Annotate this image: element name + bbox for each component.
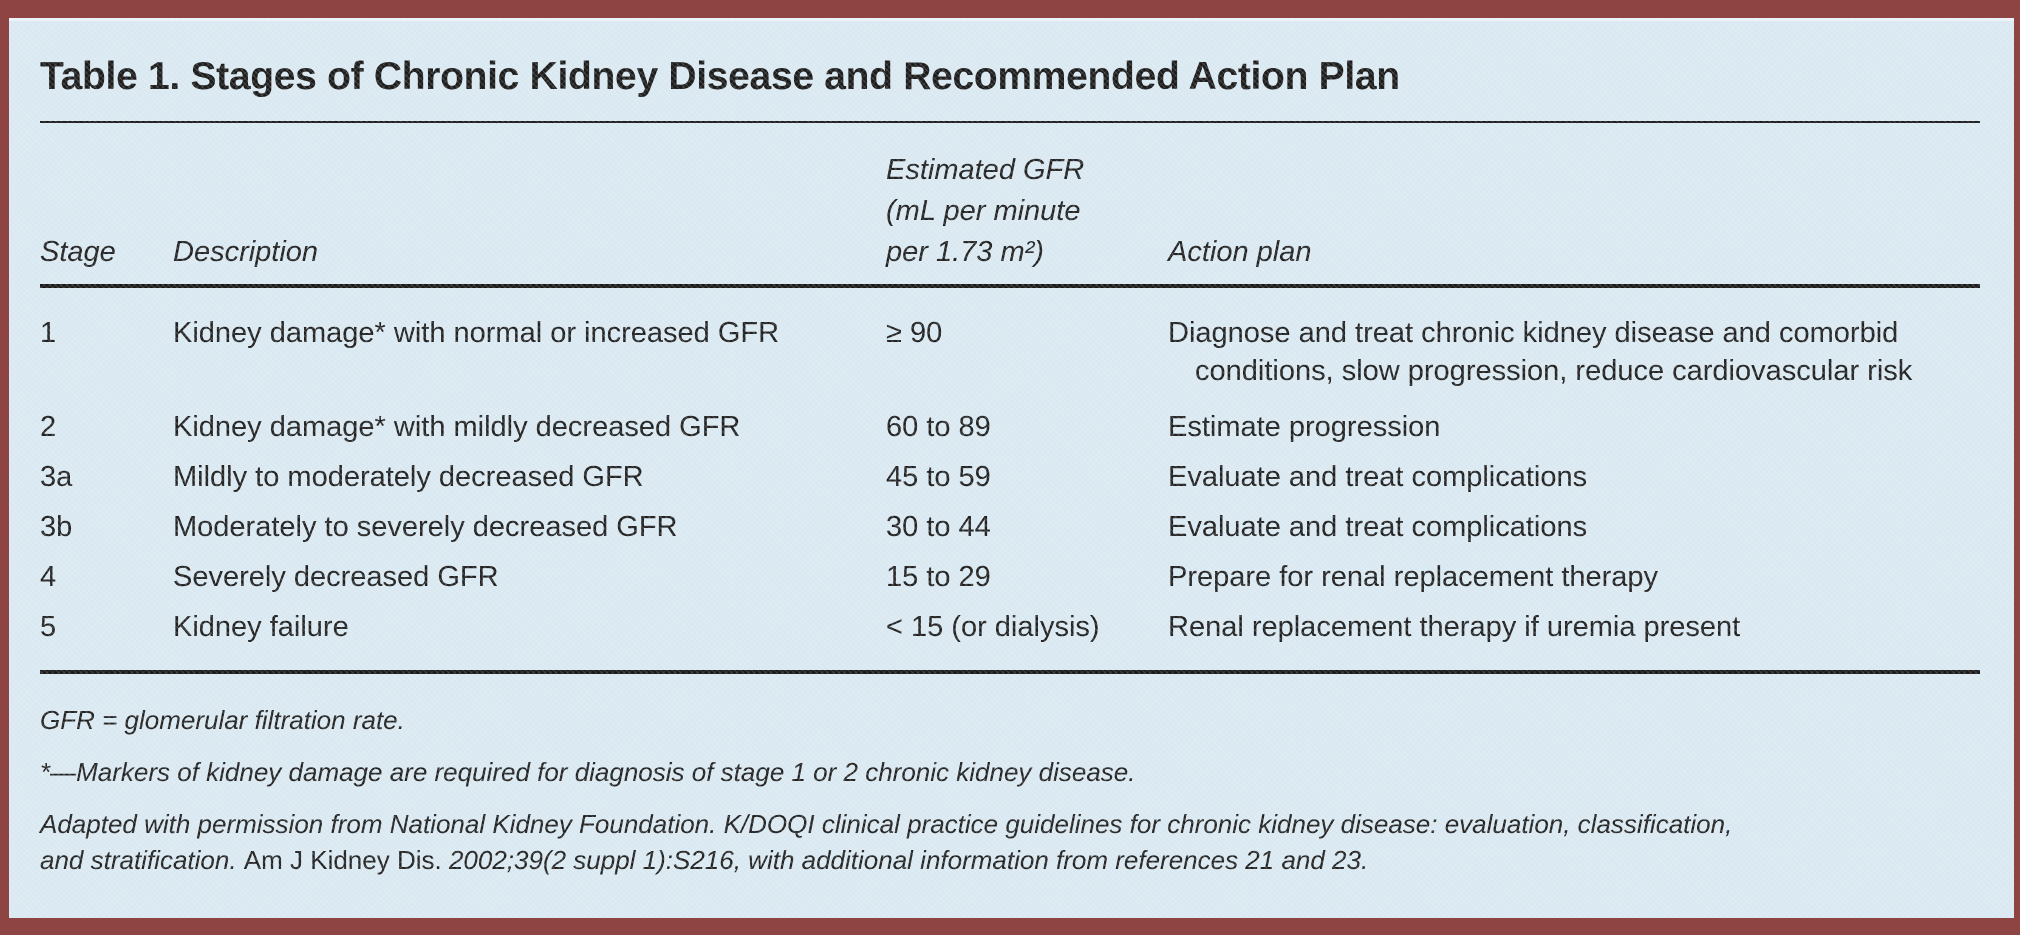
- action-plan-cell: Renal replacement therapy if uremia pres…: [1168, 611, 1741, 643]
- footnotes: GFR = glomerular filtration rate. *—Marke…: [40, 702, 1980, 878]
- description-cell: Kidney damage* with normal or increased …: [173, 317, 780, 349]
- header-gfr-line2: (mL per minute: [886, 195, 1081, 227]
- header-gfr-line1: Estimated GFR: [886, 154, 1085, 186]
- header-rule: [40, 284, 1980, 288]
- footnote: *—Markers of kidney damage are required …: [40, 757, 1136, 787]
- table-title: Table 1. Stages of Chronic Kidney Diseas…: [40, 55, 1400, 98]
- table-content: Table 1. Stages of Chronic Kidney Diseas…: [40, 21, 1980, 878]
- footnote: Adapted with permission from National Ki…: [40, 809, 1733, 875]
- action-plan-cell: Evaluate and treat complications: [1168, 461, 1588, 493]
- table-row: 5 Kidney failure < 15 (or dialysis) Rena…: [40, 608, 1980, 646]
- description-cell: Severely decreased GFR: [173, 561, 499, 593]
- stage-cell: 1: [40, 317, 57, 349]
- header-stage: Stage: [40, 236, 116, 268]
- gfr-cell: 15 to 29: [886, 561, 991, 593]
- action-plan-cell: Estimate progression: [1168, 411, 1441, 443]
- stage-cell: 5: [40, 611, 57, 643]
- table-row: 3b Moderately to severely decreased GFR …: [40, 508, 1980, 546]
- table-row: 4 Severely decreased GFR 15 to 29 Prepar…: [40, 558, 1980, 596]
- gfr-cell: 30 to 44: [886, 511, 991, 543]
- header-gfr-line3: per 1.73 m²): [886, 236, 1044, 268]
- header-gfr: Estimated GFR (mL per minute per 1.73 m²…: [886, 150, 1168, 273]
- gfr-cell: ≥ 90: [886, 317, 943, 349]
- description-cell: Kidney damage* with mildly decreased GFR: [173, 411, 741, 443]
- stage-cell: 3b: [40, 511, 73, 543]
- header-description: Description: [173, 236, 319, 268]
- title-rule: [40, 121, 1980, 123]
- action-plan-cell: Prepare for renal replacement therapy: [1168, 561, 1659, 593]
- footnote: GFR = glomerular filtration rate.: [40, 705, 405, 735]
- table-row: 3a Mildly to moderately decreased GFR 45…: [40, 458, 1980, 496]
- body-bottom-rule: [40, 670, 1980, 674]
- action-plan-cell: Evaluate and treat complications: [1168, 511, 1588, 543]
- table-header-row: Stage Description Estimated GFR (mL per …: [40, 150, 1980, 284]
- description-cell: Moderately to severely decreased GFR: [173, 511, 678, 543]
- header-action-plan: Action plan: [1168, 236, 1312, 268]
- stage-cell: 4: [40, 561, 57, 593]
- gfr-cell: 60 to 89: [886, 411, 991, 443]
- description-cell: Kidney failure: [173, 611, 349, 643]
- table-row: 1 Kidney damage* with normal or increase…: [40, 314, 1980, 390]
- table-row: 2 Kidney damage* with mildly decreased G…: [40, 408, 1980, 446]
- table-panel: Table 1. Stages of Chronic Kidney Diseas…: [9, 18, 2014, 918]
- action-plan-cell: Diagnose and treat chronic kidney diseas…: [1168, 317, 1913, 387]
- stage-cell: 3a: [40, 461, 73, 493]
- gfr-cell: < 15 (or dialysis): [886, 611, 1100, 643]
- gfr-cell: 45 to 59: [886, 461, 991, 493]
- table-body: 1 Kidney damage* with normal or increase…: [40, 314, 1980, 646]
- stage-cell: 2: [40, 411, 57, 443]
- description-cell: Mildly to moderately decreased GFR: [173, 461, 644, 493]
